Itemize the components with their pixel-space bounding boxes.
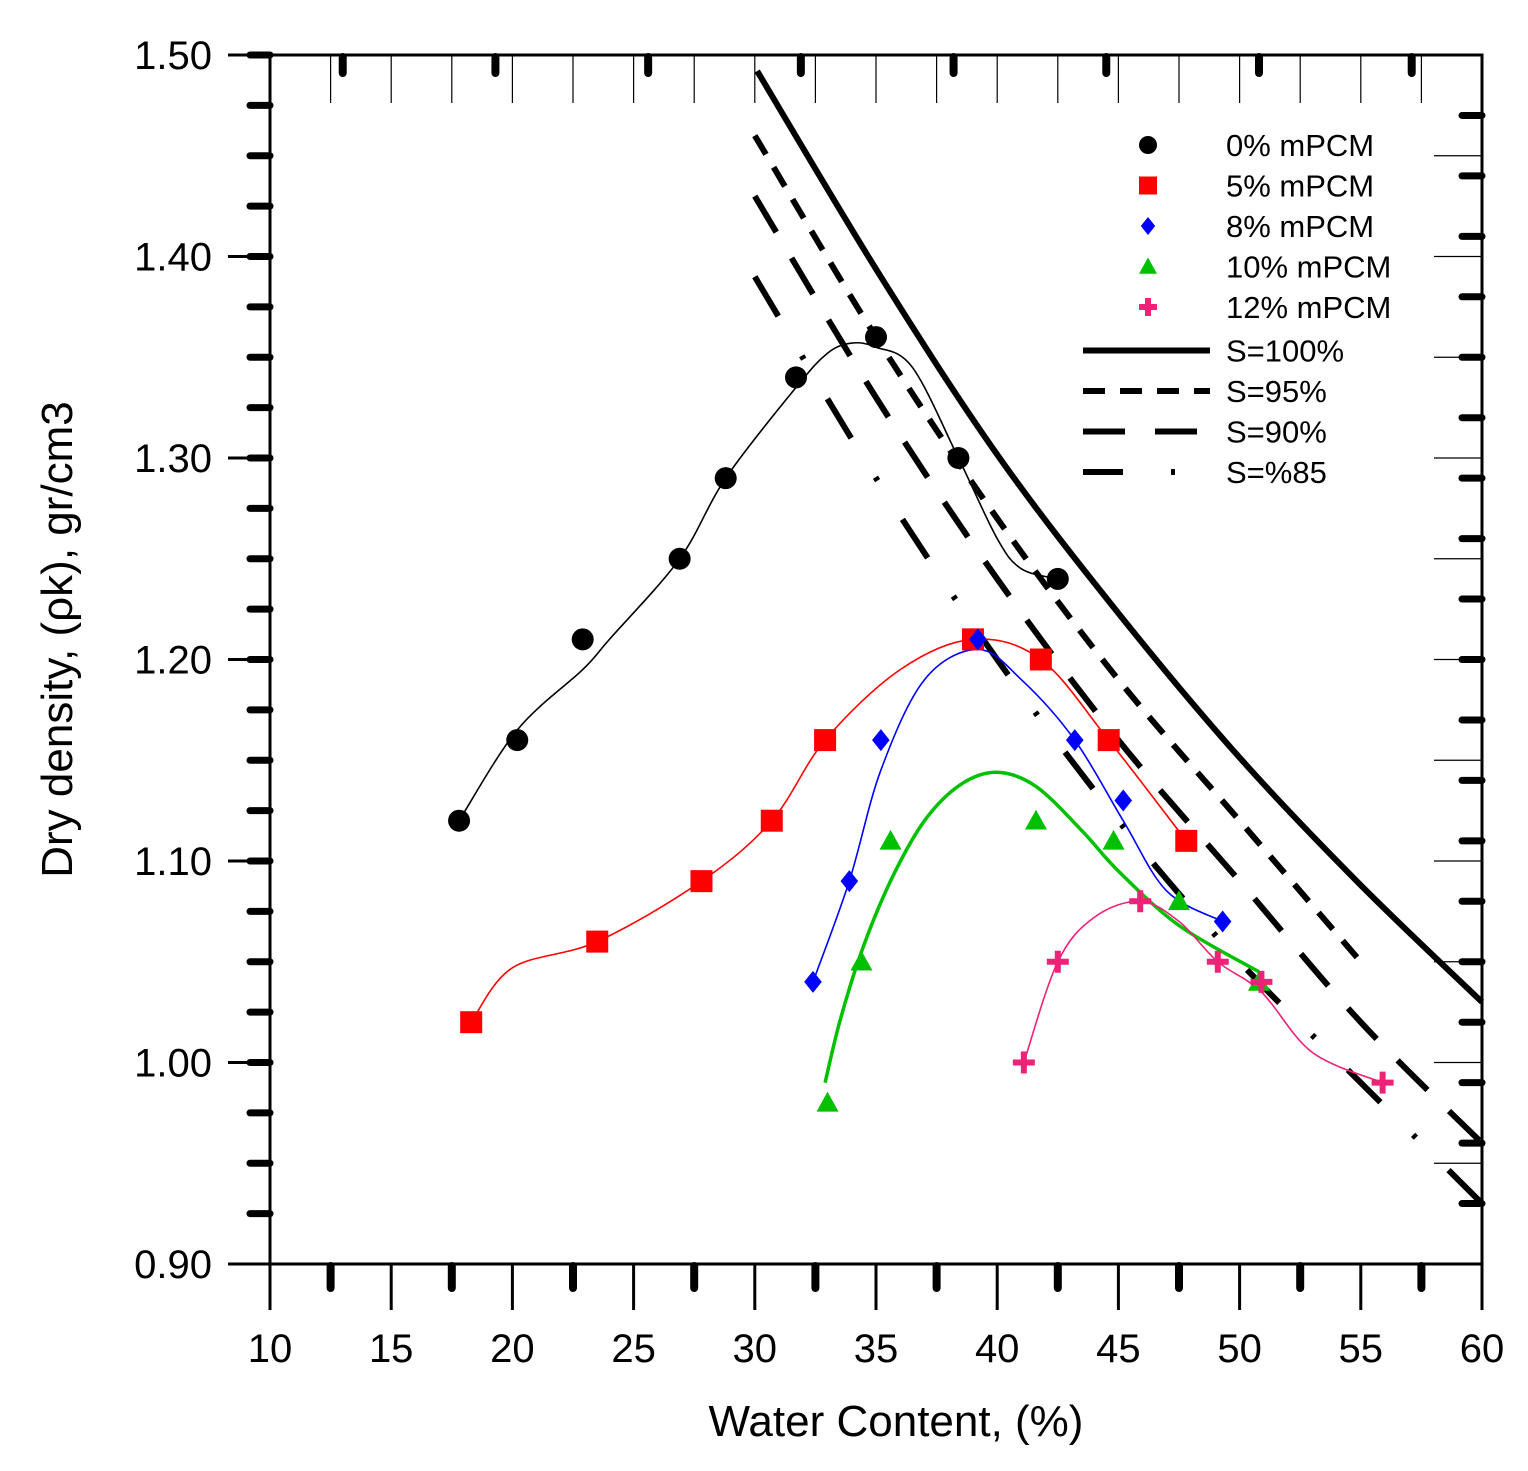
- point-12mPCM: [1371, 1071, 1394, 1094]
- point-8mPCM: [1065, 729, 1084, 752]
- point-10mPCM: [879, 829, 902, 850]
- legend-marker-5mPCM: [1139, 176, 1157, 195]
- data-points: [448, 326, 1394, 1112]
- point-8mPCM: [1114, 789, 1133, 812]
- point-12mPCM: [1129, 890, 1152, 913]
- y-tick-label: 1.30: [134, 437, 212, 481]
- point-10mPCM: [1024, 809, 1047, 830]
- x-tick-label: 60: [1460, 1327, 1505, 1371]
- saturation-line-S85: [752, 275, 1485, 1206]
- y-tick-label: 0.90: [134, 1243, 212, 1287]
- fit-curve-0mPCM: [458, 341, 1059, 822]
- legend-label: 12% mPCM: [1226, 290, 1391, 325]
- fit-curve-8mPCM: [812, 648, 1223, 983]
- point-0mPCM: [865, 326, 887, 349]
- x-tick-label: 30: [733, 1327, 778, 1371]
- x-tick-label: 10: [248, 1327, 293, 1371]
- legend-label: 5% mPCM: [1226, 169, 1374, 204]
- legend-label: 10% mPCM: [1226, 250, 1391, 285]
- saturation-lines: [752, 69, 1485, 1206]
- point-5mPCM: [1097, 729, 1120, 752]
- legend: 0% mPCM 5% mPCM 8% mPCM 10% mPCM 12% mPCM S=1…: [1083, 128, 1391, 490]
- saturation-line-S95: [752, 134, 1364, 964]
- point-0mPCM: [714, 467, 737, 490]
- x-tick-label: 40: [975, 1327, 1020, 1371]
- point-0mPCM: [947, 447, 970, 469]
- fit-curves: [458, 341, 1383, 1084]
- point-8mPCM: [1213, 910, 1232, 933]
- legend-label: 0% mPCM: [1226, 128, 1374, 163]
- y-tick-label: 1.20: [134, 639, 212, 683]
- point-5mPCM: [1175, 829, 1198, 852]
- legend-marker-10mPCM: [1139, 257, 1157, 274]
- x-tick-label: 25: [611, 1327, 656, 1371]
- x-tick-label: 50: [1217, 1327, 1262, 1371]
- y-tick-label: 1.50: [134, 34, 212, 78]
- y-tick-label: 1.00: [134, 1042, 212, 1086]
- legend-label: S=90%: [1226, 415, 1327, 450]
- fit-curve-10mPCM: [823, 770, 1260, 1084]
- x-tick-label: 20: [490, 1327, 535, 1371]
- point-0mPCM: [668, 547, 691, 570]
- point-5mPCM: [1029, 648, 1052, 671]
- point-12mPCM: [1250, 970, 1273, 993]
- y-tick-label: 1.40: [134, 236, 212, 280]
- point-10mPCM: [850, 950, 873, 971]
- point-8mPCM: [804, 970, 822, 993]
- point-5mPCM: [690, 870, 713, 893]
- saturation-line-S90: [752, 194, 1485, 1146]
- point-12mPCM: [1046, 950, 1069, 973]
- point-8mPCM: [840, 870, 859, 893]
- legend-label: S=95%: [1226, 374, 1327, 409]
- point-0mPCM: [785, 366, 808, 389]
- point-0mPCM: [448, 809, 471, 832]
- point-10mPCM: [1168, 890, 1190, 911]
- point-0mPCM: [506, 729, 529, 752]
- point-10mPCM: [816, 1091, 839, 1112]
- legend-marker-12mPCM: [1139, 298, 1157, 316]
- y-axis-title: Dry density, (ρk), gr/cm3: [33, 401, 82, 878]
- x-tick-label: 35: [854, 1327, 899, 1371]
- point-5mPCM: [814, 729, 837, 752]
- legend-marker-0mPCM: [1139, 136, 1157, 154]
- point-8mPCM: [969, 628, 987, 651]
- point-0mPCM: [571, 628, 594, 651]
- y-tick-label: 1.10: [134, 840, 212, 884]
- point-5mPCM: [460, 1011, 483, 1034]
- minor-ticks: [269, 54, 1483, 1265]
- legend-label: S=%85: [1226, 455, 1327, 490]
- x-tick-label: 15: [369, 1327, 414, 1371]
- point-5mPCM: [760, 809, 783, 832]
- legend-marker-8mPCM: [1140, 217, 1156, 235]
- axes: 10 15 20 25 30 35 40 45 50 55 60 0.90 1.00 1.10 1.20 1.…: [134, 34, 1504, 1371]
- legend-label: 8% mPCM: [1226, 209, 1374, 244]
- point-0mPCM: [1046, 567, 1069, 590]
- saturation-line-S100: [754, 69, 1485, 1005]
- x-tick-label: 45: [1096, 1327, 1141, 1371]
- point-12mPCM: [1206, 950, 1229, 973]
- fit-curve-5mPCM: [470, 638, 1187, 1023]
- x-tick-label: 55: [1339, 1327, 1384, 1371]
- point-8mPCM: [872, 729, 890, 752]
- point-10mPCM: [1102, 829, 1125, 850]
- point-5mPCM: [586, 930, 609, 953]
- legend-label: S=100%: [1226, 334, 1344, 369]
- point-12mPCM: [1012, 1051, 1035, 1074]
- x-axis-title: Water Content, (%): [709, 1397, 1084, 1446]
